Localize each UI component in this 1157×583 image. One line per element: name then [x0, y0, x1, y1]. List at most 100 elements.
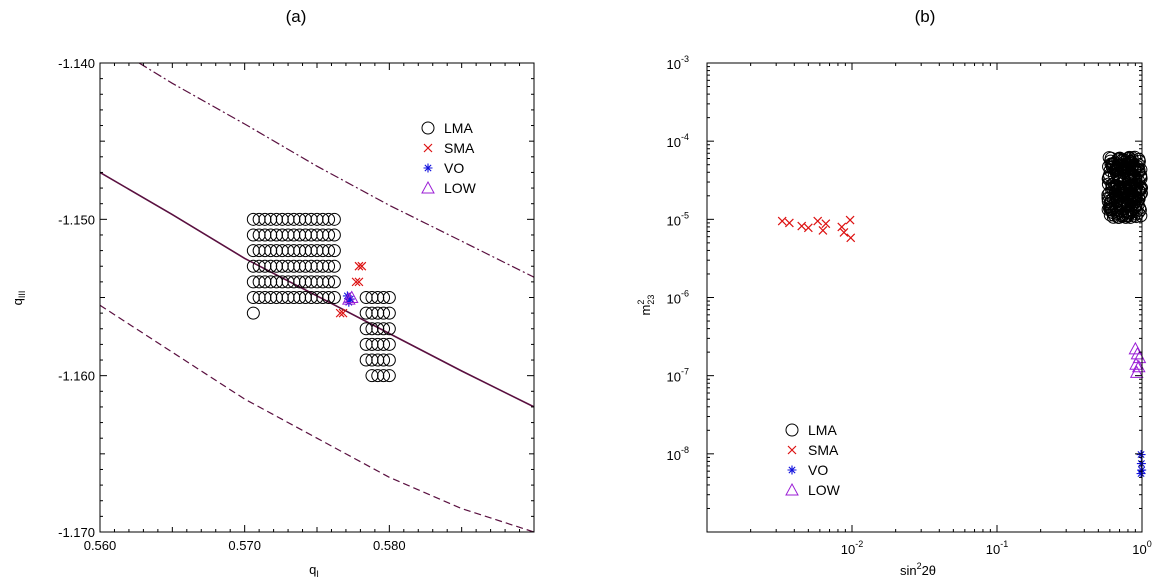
panel-a-point-lma [377, 369, 391, 383]
panel-b-point-low [1129, 365, 1144, 378]
panel-a-point-lma [327, 259, 341, 273]
panel-a-xtick-label: 0.570 [228, 538, 261, 553]
panel-a-ylabel: qIII [10, 291, 27, 306]
panel-a-point-lma [327, 244, 341, 258]
panel-a-curve-dashdot [138, 62, 535, 278]
panel-b-point-sma [784, 218, 794, 228]
panel-b-point-lma [1111, 163, 1125, 177]
panel-b-point-lma [1106, 160, 1120, 174]
panel-b-ytick-label: 10-7 [667, 367, 689, 385]
panel-a-ytick-label: -1.140 [58, 56, 95, 71]
panel-a-point-lma [382, 322, 396, 336]
panel-b-point-lma [1113, 182, 1127, 196]
panel-b-point-lma [1120, 163, 1134, 177]
panel-b-point-lma [1120, 208, 1134, 222]
panel-a-point-lma [327, 228, 341, 242]
panel-b-point-lma [1119, 210, 1133, 224]
panel-a-point-lma [377, 291, 391, 304]
panel-b-point-lma [1111, 182, 1125, 196]
panel-a-point-lma [382, 306, 396, 320]
panel-b-point-lma [1101, 194, 1115, 208]
panel-b-xtick-label: 100 [1132, 539, 1151, 557]
panel-a-title: (a) [286, 7, 307, 26]
panel-b-chart: (b) 10-2 10-1 10010-810-710-610-510-410-3 … [636, 7, 1152, 578]
panel-b-legend: LMA SMA VO LOW [785, 422, 841, 498]
panel-b-point-lma [1121, 209, 1135, 223]
panel-b-point-lma [1103, 202, 1117, 216]
panel-b-ytick-label: 10-8 [667, 445, 689, 463]
panel-a-ytick-label: -1.150 [58, 212, 95, 227]
panel-a-point-sma [351, 277, 361, 287]
panel-a-xlabel: qI [309, 562, 319, 579]
panel-a-point-lma [377, 322, 391, 336]
panel-b-point-sma [821, 219, 831, 229]
panel-b-plot-frame [706, 62, 1143, 533]
legend-marker-lma [785, 423, 799, 437]
panel-b-point-vo [1136, 459, 1146, 469]
panel-a-chart: (a) 0.560 0.570 0.580 -1.170 -1.160 -1.150 -1.… [10, 7, 535, 579]
panel-b-point-sma [846, 233, 856, 243]
panel-b-title: (b) [915, 7, 936, 26]
legend-label-lma: LMA [444, 120, 473, 136]
panel-a-point-lma [322, 259, 336, 273]
panel-a-point-lma [322, 291, 336, 304]
panel-b-ylabel: m223 [636, 295, 656, 316]
legend-label-low: LOW [444, 180, 477, 196]
legend-label-lma: LMA [808, 422, 837, 438]
panel-a-point-lma [382, 291, 396, 304]
panel-a-xtick-label: 0.580 [373, 538, 406, 553]
panel-b-xlabel: sin22θ [900, 561, 936, 578]
legend-marker-lma [421, 121, 435, 135]
panel-b-point-low [1128, 341, 1143, 355]
legend-label-low: LOW [808, 482, 841, 498]
panel-a-point-sma [357, 261, 367, 271]
panel-a-point-lma [322, 244, 336, 258]
panel-b-point-lma [1121, 157, 1135, 171]
panel-a-point-lma [327, 291, 341, 304]
panel-a-ytick-label: -1.160 [58, 369, 95, 384]
panel-b-point-sma [839, 228, 849, 237]
panel-b-xtick-label: 10-2 [841, 539, 863, 557]
panel-b-point-lma [1132, 152, 1146, 166]
panel-a-marks [246, 212, 396, 383]
panel-a-point-lma [246, 306, 260, 320]
legend-marker-low [785, 482, 799, 496]
panel-b-point-lma [1128, 161, 1142, 175]
panel-b-point-sma [803, 223, 813, 233]
panel-b-point-sma [837, 222, 847, 232]
panel-a-point-lma [322, 212, 336, 226]
panel-a-point-sma [335, 308, 345, 318]
panel-a-curve-dashed [99, 304, 535, 533]
legend-label-sma: SMA [808, 442, 839, 458]
panel-a-point-lma [327, 212, 341, 226]
panel-b-point-vo [1136, 469, 1146, 479]
panel-b-point-sma [777, 216, 787, 226]
panel-b-point-sma [813, 216, 823, 226]
panel-a-point-lma [377, 353, 391, 367]
panel-a-point-lma [382, 337, 396, 351]
panel-a-point-lma [382, 369, 396, 383]
panel-b-ytick-label: 10-6 [667, 289, 689, 307]
panel-b-point-sma [797, 221, 807, 231]
legend-marker-sma [423, 143, 433, 153]
panel-a-point-lma [322, 228, 336, 242]
panel-a-point-lma [382, 353, 396, 367]
legend-marker-sma [787, 445, 797, 455]
panel-a-point-sma [354, 277, 364, 287]
panel-b-point-lma [1124, 155, 1138, 169]
panel-a-xtick-label: 0.560 [84, 538, 117, 553]
panel-a-point-lma [377, 306, 391, 320]
panel-b-point-lma [1133, 201, 1147, 215]
legend-label-sma: SMA [444, 140, 475, 156]
legend-marker-vo [787, 465, 797, 475]
legend-label-vo: VO [444, 160, 464, 176]
panel-a-point-lma [327, 275, 341, 289]
panel-b-ytick-label: 10-5 [667, 210, 689, 228]
panel-a-point-sma [354, 261, 364, 271]
panel-b-point-low [1129, 357, 1143, 370]
panel-b-axes: 10-2 10-1 100 10-8 10-7 10-6 10-5 10-4 10-3 [667, 54, 1152, 557]
panel-a-axes: 0.560 0.570 0.580 -1.170 -1.160 -1.150 -1.140 [58, 56, 535, 553]
panel-b-point-sma [845, 215, 855, 225]
panel-a-point-low [344, 290, 359, 303]
